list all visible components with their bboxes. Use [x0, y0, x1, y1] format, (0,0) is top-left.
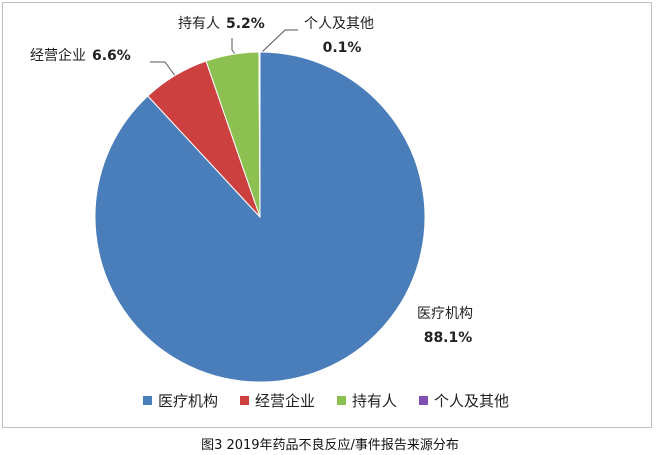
- legend-label: 持有人: [352, 392, 398, 410]
- legend-swatch: [142, 396, 152, 405]
- legend-item: 持有人: [337, 390, 397, 411]
- leader-line: [261, 29, 298, 53]
- legend-swatch: [337, 396, 346, 405]
- legend: 医疗机构 经营企业 持有人 个人及其他: [0, 390, 652, 411]
- slice-category-label: 持有人: [178, 16, 220, 32]
- data-label: 经营企业 6.6%: [30, 44, 230, 68]
- data-label: 个人及其他 0.1%: [303, 12, 375, 60]
- chart-title: 图3 2019年药品不良反应/事件报告来源分布: [201, 438, 459, 453]
- legend-item: 个人及其他: [419, 390, 509, 411]
- slice-category-label: 个人及其他: [304, 16, 374, 32]
- slice-value-label: 6.6%: [92, 48, 131, 64]
- legend-swatch: [239, 396, 249, 405]
- legend-label: 个人及其他: [434, 392, 510, 410]
- slice-category-label: 经营企业: [30, 48, 86, 64]
- pie-slice: [258, 51, 261, 218]
- legend-item: 医疗机构: [142, 390, 218, 411]
- slice-value-label: 0.1%: [322, 40, 362, 56]
- data-label: 持有人 5.2%: [178, 12, 298, 36]
- slice-category-label: 医疗机构: [417, 306, 473, 322]
- leader-line: [150, 61, 179, 81]
- legend-label: 经营企业: [254, 392, 315, 410]
- chart-frame: [2, 2, 652, 428]
- slice-value-label: 88.1%: [423, 330, 473, 346]
- slice-value-label: 5.2%: [226, 16, 265, 32]
- legend-item: 经营企业: [239, 390, 315, 411]
- legend-label: 医疗机构: [157, 392, 218, 410]
- legend-swatch: [419, 396, 429, 405]
- data-label: 医疗机构 88.1%: [400, 302, 490, 350]
